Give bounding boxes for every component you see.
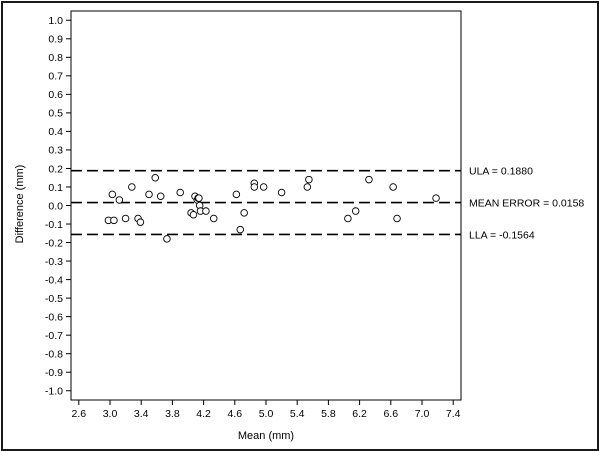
x-tick-label: 3.4 xyxy=(134,408,149,420)
data-point xyxy=(351,207,360,215)
data-point xyxy=(115,196,124,204)
data-point xyxy=(305,175,313,184)
y-tick-label: 0.8 xyxy=(48,52,63,64)
data-point xyxy=(163,235,171,243)
y-tick-label: -1.0 xyxy=(45,386,63,398)
x-tick-label: 6.2 xyxy=(352,408,367,420)
y-tick-label: 0.3 xyxy=(48,145,63,157)
x-tick-label: 5.4 xyxy=(290,408,305,420)
y-tick-label: -0.3 xyxy=(45,256,63,268)
y-tick-label: 0.9 xyxy=(48,34,63,46)
reference-lines: ULA = 0.1880 MEAN ERROR = 0.0158 LLA = -0.… xyxy=(71,165,584,241)
x-tick-label: 6.6 xyxy=(383,408,398,420)
y-tick-label: 1.0 xyxy=(48,15,63,27)
data-point xyxy=(145,190,153,199)
plot-area xyxy=(70,10,462,401)
x-tick-label: 7.4 xyxy=(446,408,461,420)
data-point xyxy=(240,209,248,217)
data-point xyxy=(250,183,259,191)
data-point xyxy=(189,211,198,219)
data-point xyxy=(259,183,268,191)
data-point xyxy=(389,183,397,191)
data-points xyxy=(104,173,440,243)
y-tick-label: -0.8 xyxy=(45,348,63,360)
data-point xyxy=(393,214,401,223)
y-tick-label: -0.9 xyxy=(45,367,63,379)
data-point xyxy=(209,214,218,223)
data-point xyxy=(110,216,118,225)
y-tick-label: 0.5 xyxy=(48,108,63,120)
mean-error-line-label: MEAN ERROR = 0.0158 xyxy=(469,197,584,209)
x-tick-label: 2.6 xyxy=(71,408,86,420)
y-tick-label: -0.1 xyxy=(45,219,63,231)
y-tick-label: -0.7 xyxy=(45,330,63,342)
y-tick-label: -0.4 xyxy=(45,274,63,286)
y-axis-title: Difference (mm) xyxy=(14,165,26,244)
x-tick-label: 3.0 xyxy=(103,408,118,420)
x-axis: 2.6 3.0 3.4 3.8 4.2 4.6 5.0 5.4 5.8 6.2 6.6 7.0 7.4 xyxy=(71,400,461,420)
x-tick-label: 7.0 xyxy=(415,408,430,420)
x-tick-label: 5.8 xyxy=(321,408,336,420)
x-axis-title: Mean (mm) xyxy=(238,430,294,442)
y-tick-label: 0.2 xyxy=(48,163,63,175)
data-point xyxy=(344,214,352,223)
x-tick-label: 5.0 xyxy=(259,408,274,420)
y-tick-label: -0.6 xyxy=(45,311,63,323)
data-point xyxy=(108,190,117,199)
y-tick-label: 0.6 xyxy=(48,89,63,101)
y-tick-label: 0.4 xyxy=(48,126,63,138)
data-point xyxy=(232,190,241,199)
y-tick-label: 0.7 xyxy=(48,71,63,83)
y-axis: 1.0 0.9 0.8 0.7 0.6 0.5 0.4 0.3 0.2 0.1 0.0 -0.1 -0.… xyxy=(45,15,71,398)
data-point xyxy=(195,194,203,202)
y-tick-label: -0.5 xyxy=(45,293,63,305)
y-tick-label: -0.2 xyxy=(45,237,63,249)
data-point xyxy=(303,183,312,191)
data-point xyxy=(277,188,286,197)
ula-line-label: ULA = 0.1880 xyxy=(469,165,533,177)
lla-line-label: LLA = -0.1564 xyxy=(469,229,535,241)
data-point xyxy=(156,192,165,200)
data-point xyxy=(432,194,440,202)
data-point xyxy=(121,214,130,223)
y-tick-label: 0.0 xyxy=(48,200,63,212)
data-point xyxy=(202,207,210,215)
y-tick-label: 0.1 xyxy=(48,182,63,194)
data-point xyxy=(365,175,373,184)
x-tick-label: 4.6 xyxy=(227,408,242,420)
data-point xyxy=(236,225,245,234)
bland-altman-plot: 1.0 0.9 0.8 0.7 0.6 0.5 0.4 0.3 0.2 0.1 0.0 -0.1 -0.… xyxy=(14,10,584,442)
data-point xyxy=(136,218,145,226)
data-point xyxy=(151,173,159,182)
data-point xyxy=(128,183,136,191)
x-tick-label: 3.8 xyxy=(165,408,180,420)
x-tick-label: 4.2 xyxy=(196,408,211,420)
data-point xyxy=(176,188,184,197)
